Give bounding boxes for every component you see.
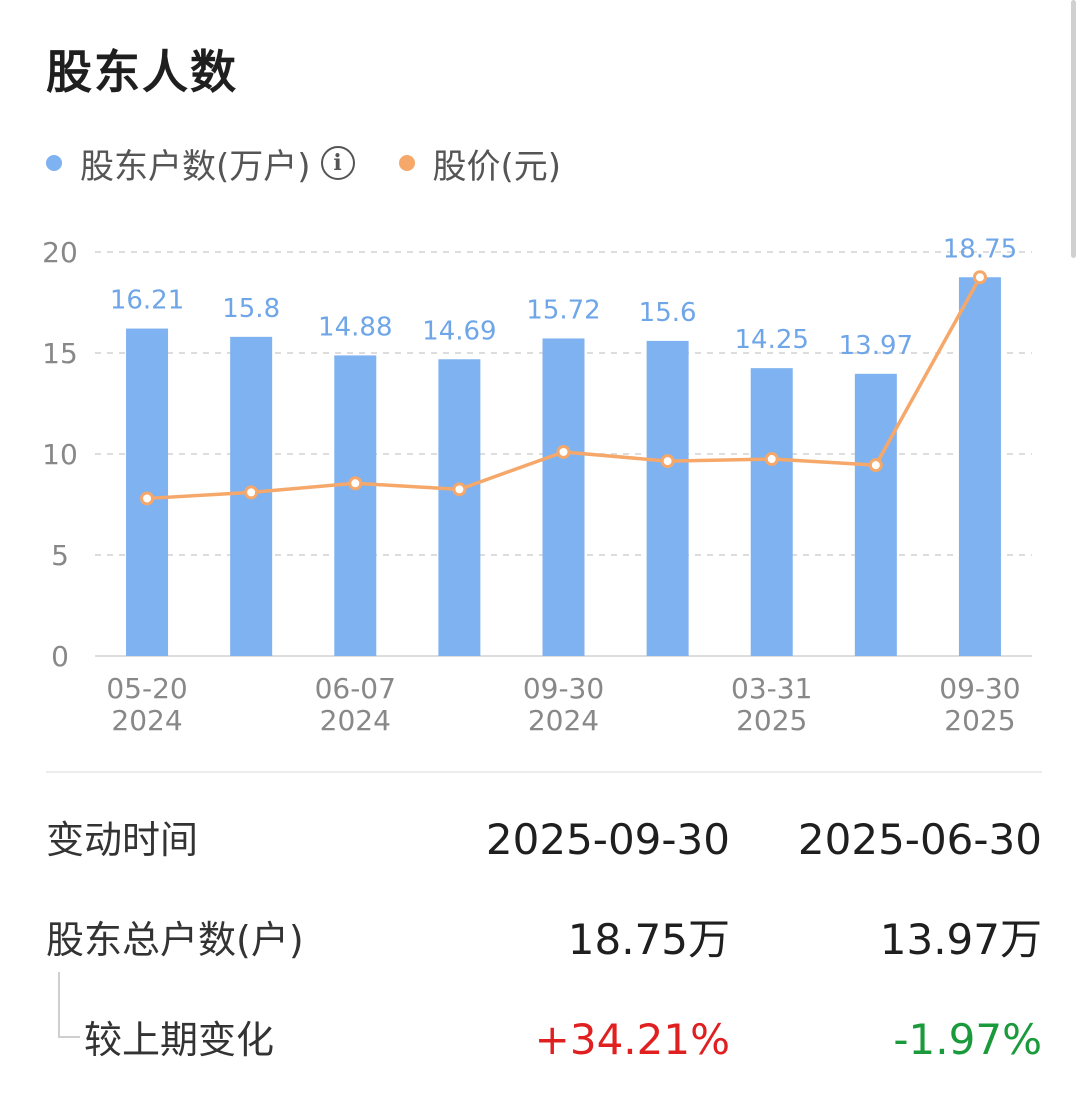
y-tick-label: 15 [42,337,78,370]
period-change-previous: -1.97% [893,1015,1042,1064]
bar-value-label: 15.72 [526,295,600,325]
x-tick-label: 09-30 [523,672,604,705]
bar-value-label: 14.69 [422,316,496,346]
price-point [556,444,571,459]
period-change-current: +34.21% [534,1015,730,1064]
bar [542,338,585,656]
bar-value-label: 15.6 [639,298,697,328]
legend-dot-holders [46,155,62,171]
bar [958,277,1001,656]
x-tick-label-year: 2025 [736,704,807,737]
chart-legend: 股东户数(万户) i 股价(元) [46,138,561,188]
total-holders-current: 18.75万 [567,915,730,964]
row-change-time: 变动时间 2025-09-30 2025-06-30 [46,810,1042,870]
price-point [140,491,155,506]
bar [334,355,377,656]
bar-value-label: 18.75 [943,234,1017,264]
price-point [764,452,779,467]
x-tick-label-year: 2024 [111,704,182,737]
price-point [868,458,883,473]
page-title: 股东人数 [46,45,238,99]
x-tick-label: 09-30 [939,672,1020,705]
legend-holders-label: 股东户数(万户) [80,146,311,187]
legend-price[interactable]: 股价(元) [398,139,562,188]
bar [438,359,481,656]
price-point [348,476,363,491]
price-point [244,485,259,500]
price-point [452,482,467,497]
x-tick-label-year: 2024 [528,704,599,737]
change-time-label: 变动时间 [46,818,199,862]
legend-holders[interactable]: 股东户数(万户) i [46,139,355,188]
bar [646,340,689,656]
price-point [660,454,675,469]
price-point [972,270,987,285]
total-holders-label: 股东总户数(户) [46,918,304,962]
y-tick-label: 20 [42,236,78,269]
bar-value-label: 14.25 [735,325,809,355]
legend-price-label: 股价(元) [432,146,562,187]
change-time-current: 2025-09-30 [485,815,730,864]
tree-connector [58,972,80,1038]
x-tick-label-year: 2024 [320,704,391,737]
bar-value-label: 13.97 [839,331,913,361]
scrollbar[interactable] [1071,0,1076,258]
bar [750,368,793,656]
x-tick-label-year: 2025 [944,704,1015,737]
y-tick-label: 0 [51,640,69,673]
legend-dot-price [398,155,415,171]
y-tick-label: 10 [42,438,78,471]
y-tick-label: 5 [51,539,69,572]
divider [46,771,1042,773]
info-icon[interactable]: i [320,146,355,180]
x-tick-label: 05-20 [106,672,187,705]
row-total-holders: 股东总户数(户) 18.75万 13.97万 [46,910,1042,970]
x-tick-label: 06-07 [315,672,396,705]
holders-chart: 0 5 10 15 20 16.21 15.8 14.88 14.69 15.72 15.6 14.2… [42,234,1032,737]
bar [854,373,897,656]
x-tick-label: 03-31 [731,672,812,705]
change-time-previous: 2025-06-30 [797,815,1042,864]
row-period-change: 较上期变化 +34.21% -1.97% [46,1010,1042,1070]
bar-value-label: 16.21 [110,286,184,316]
bar-value-label: 15.8 [222,294,280,324]
total-holders-previous: 13.97万 [879,915,1042,964]
period-change-label: 较上期变化 [84,1018,275,1062]
bar-value-label: 14.88 [318,312,392,342]
